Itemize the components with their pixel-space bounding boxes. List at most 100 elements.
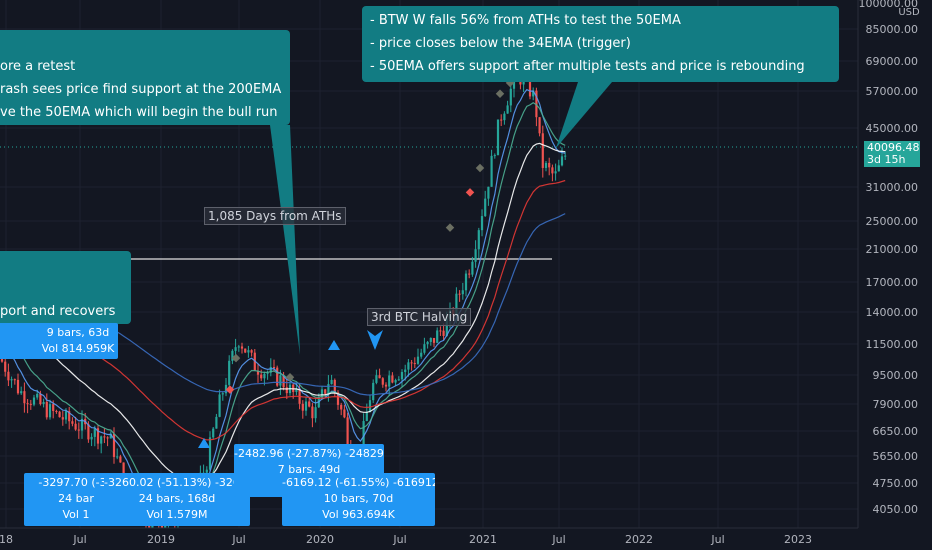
days-from-ath-label[interactable]: 1,085 Days from ATHs	[204, 207, 346, 225]
candle-body	[228, 360, 231, 385]
candle-body	[74, 423, 77, 430]
note-right-line-1: - BTW W falls 56% from ATHs to test the …	[370, 13, 681, 28]
candle-body	[208, 437, 212, 470]
candle-body	[378, 375, 381, 379]
candle-body	[474, 249, 477, 262]
candle-body	[234, 347, 237, 351]
signal-diamond	[475, 163, 485, 173]
candle-body	[116, 456, 119, 458]
candle-body	[391, 375, 394, 383]
candle-body	[496, 119, 500, 156]
candle-body	[224, 384, 228, 394]
candle-body	[250, 350, 253, 353]
measure-box-1[interactable]: 9 bars, 63d Vol 814.959K	[0, 323, 118, 359]
candle-body	[77, 429, 80, 431]
time-tick-label: 2019	[147, 533, 175, 546]
candle-body	[244, 348, 247, 353]
candle-body	[340, 404, 343, 410]
note-left-lower[interactable]: port and recovers	[0, 251, 131, 324]
candle-body	[221, 393, 224, 395]
price-axis[interactable]: 100000.00 85000.00 69000.00 57000.00 45000.0…	[857, 0, 932, 550]
candle-body	[416, 356, 420, 364]
candle-body	[58, 411, 61, 418]
price-tick-label: 17000.00	[866, 276, 919, 289]
price-tick-label: 4050.00	[873, 503, 919, 516]
candle-body	[112, 433, 116, 457]
candle-body	[253, 352, 256, 371]
candle-body	[320, 389, 324, 398]
candle-body	[29, 403, 32, 405]
time-axis[interactable]: 18 Jul 2019 Jul 2020 Jul 2021 Jul 2022 Jul 2023	[0, 527, 932, 550]
measure-box-3[interactable]: -3260.02 (-51.13%) -326002 24 bars, 168d…	[104, 473, 250, 526]
measure-box-3-line-3: Vol 1.579M	[146, 508, 208, 521]
candle-body	[26, 403, 29, 405]
note-left[interactable]: ore a retest rash sees price find suppor…	[0, 30, 290, 125]
candle-body	[272, 366, 276, 368]
candle-body	[413, 363, 416, 365]
candle-body	[471, 261, 474, 275]
price-tick-label: 6650.00	[873, 425, 919, 438]
candle-body	[336, 392, 340, 405]
candle-body	[551, 167, 554, 174]
candle-body	[484, 198, 487, 217]
measure-box-4-line-1: -2482.96 (-27.87%) -248296	[234, 447, 384, 460]
candle-body	[464, 273, 468, 291]
candle-body	[90, 436, 93, 440]
candle-body	[314, 407, 317, 419]
candle-body	[490, 155, 493, 187]
time-tick-label: 2021	[469, 533, 497, 546]
candle-body	[269, 366, 272, 373]
candle-body	[442, 330, 445, 336]
last-price-tag[interactable]: 40096.48 3d 15h	[864, 141, 920, 167]
candle-body	[544, 162, 548, 168]
candle-body	[445, 318, 448, 336]
price-tick-label: 69000.00	[866, 55, 919, 68]
note-right[interactable]: - BTW W falls 56% from ATHs to test the …	[362, 6, 839, 82]
candle-body	[55, 410, 58, 412]
candle-body	[215, 416, 218, 429]
candle-body	[45, 401, 48, 418]
candle-body	[407, 362, 410, 370]
candle-body	[477, 230, 480, 250]
signal-markers	[198, 58, 525, 448]
signal-diamond	[495, 89, 505, 99]
candle-body	[100, 436, 103, 444]
time-tick-label: 2022	[625, 533, 653, 546]
candle-body	[500, 119, 503, 121]
candle-body	[557, 165, 560, 172]
last-price-value: 40096.48	[867, 141, 920, 154]
candle-body	[247, 350, 250, 353]
candle-body	[64, 411, 68, 420]
candle-body	[7, 371, 10, 381]
note-right-pointer	[556, 82, 612, 148]
measure-box-1-line-2: Vol 814.959K	[41, 342, 115, 355]
signal-diamond	[225, 385, 235, 394]
candle-body	[410, 362, 413, 364]
candle-body	[240, 346, 244, 349]
measure-box-5[interactable]: -6169.12 (-61.55%) -616912 10 bars, 70d …	[282, 473, 435, 526]
ema-line-50ema	[1, 101, 566, 513]
note-left-line-1: ore a retest	[0, 59, 76, 74]
halving-label[interactable]: 3rd BTC Halving	[367, 308, 472, 326]
time-tick-label: Jul	[551, 533, 565, 546]
time-tick-label: Jul	[231, 533, 245, 546]
candle-body	[564, 155, 567, 157]
measure-box-2-line-3: Vol 1	[62, 508, 90, 521]
ema-line-100ema	[1, 142, 566, 484]
price-tick-label: 25000.00	[866, 215, 919, 228]
candle-body	[493, 155, 496, 157]
candle-body	[119, 456, 122, 463]
candle-body	[42, 401, 45, 405]
candle-body	[231, 350, 234, 361]
candle-body	[103, 436, 106, 438]
price-tick-label: 100000.00	[859, 0, 919, 10]
candle-body	[93, 428, 96, 437]
candle-body	[365, 412, 368, 422]
candle-body	[423, 344, 426, 353]
measure-box-4-line-2: 7 bars, 49d	[277, 463, 341, 476]
candle-body	[384, 384, 388, 387]
candle-body	[468, 273, 471, 275]
measure-box-2-line-2: 24 bar	[58, 492, 94, 505]
candle-body	[327, 384, 330, 394]
